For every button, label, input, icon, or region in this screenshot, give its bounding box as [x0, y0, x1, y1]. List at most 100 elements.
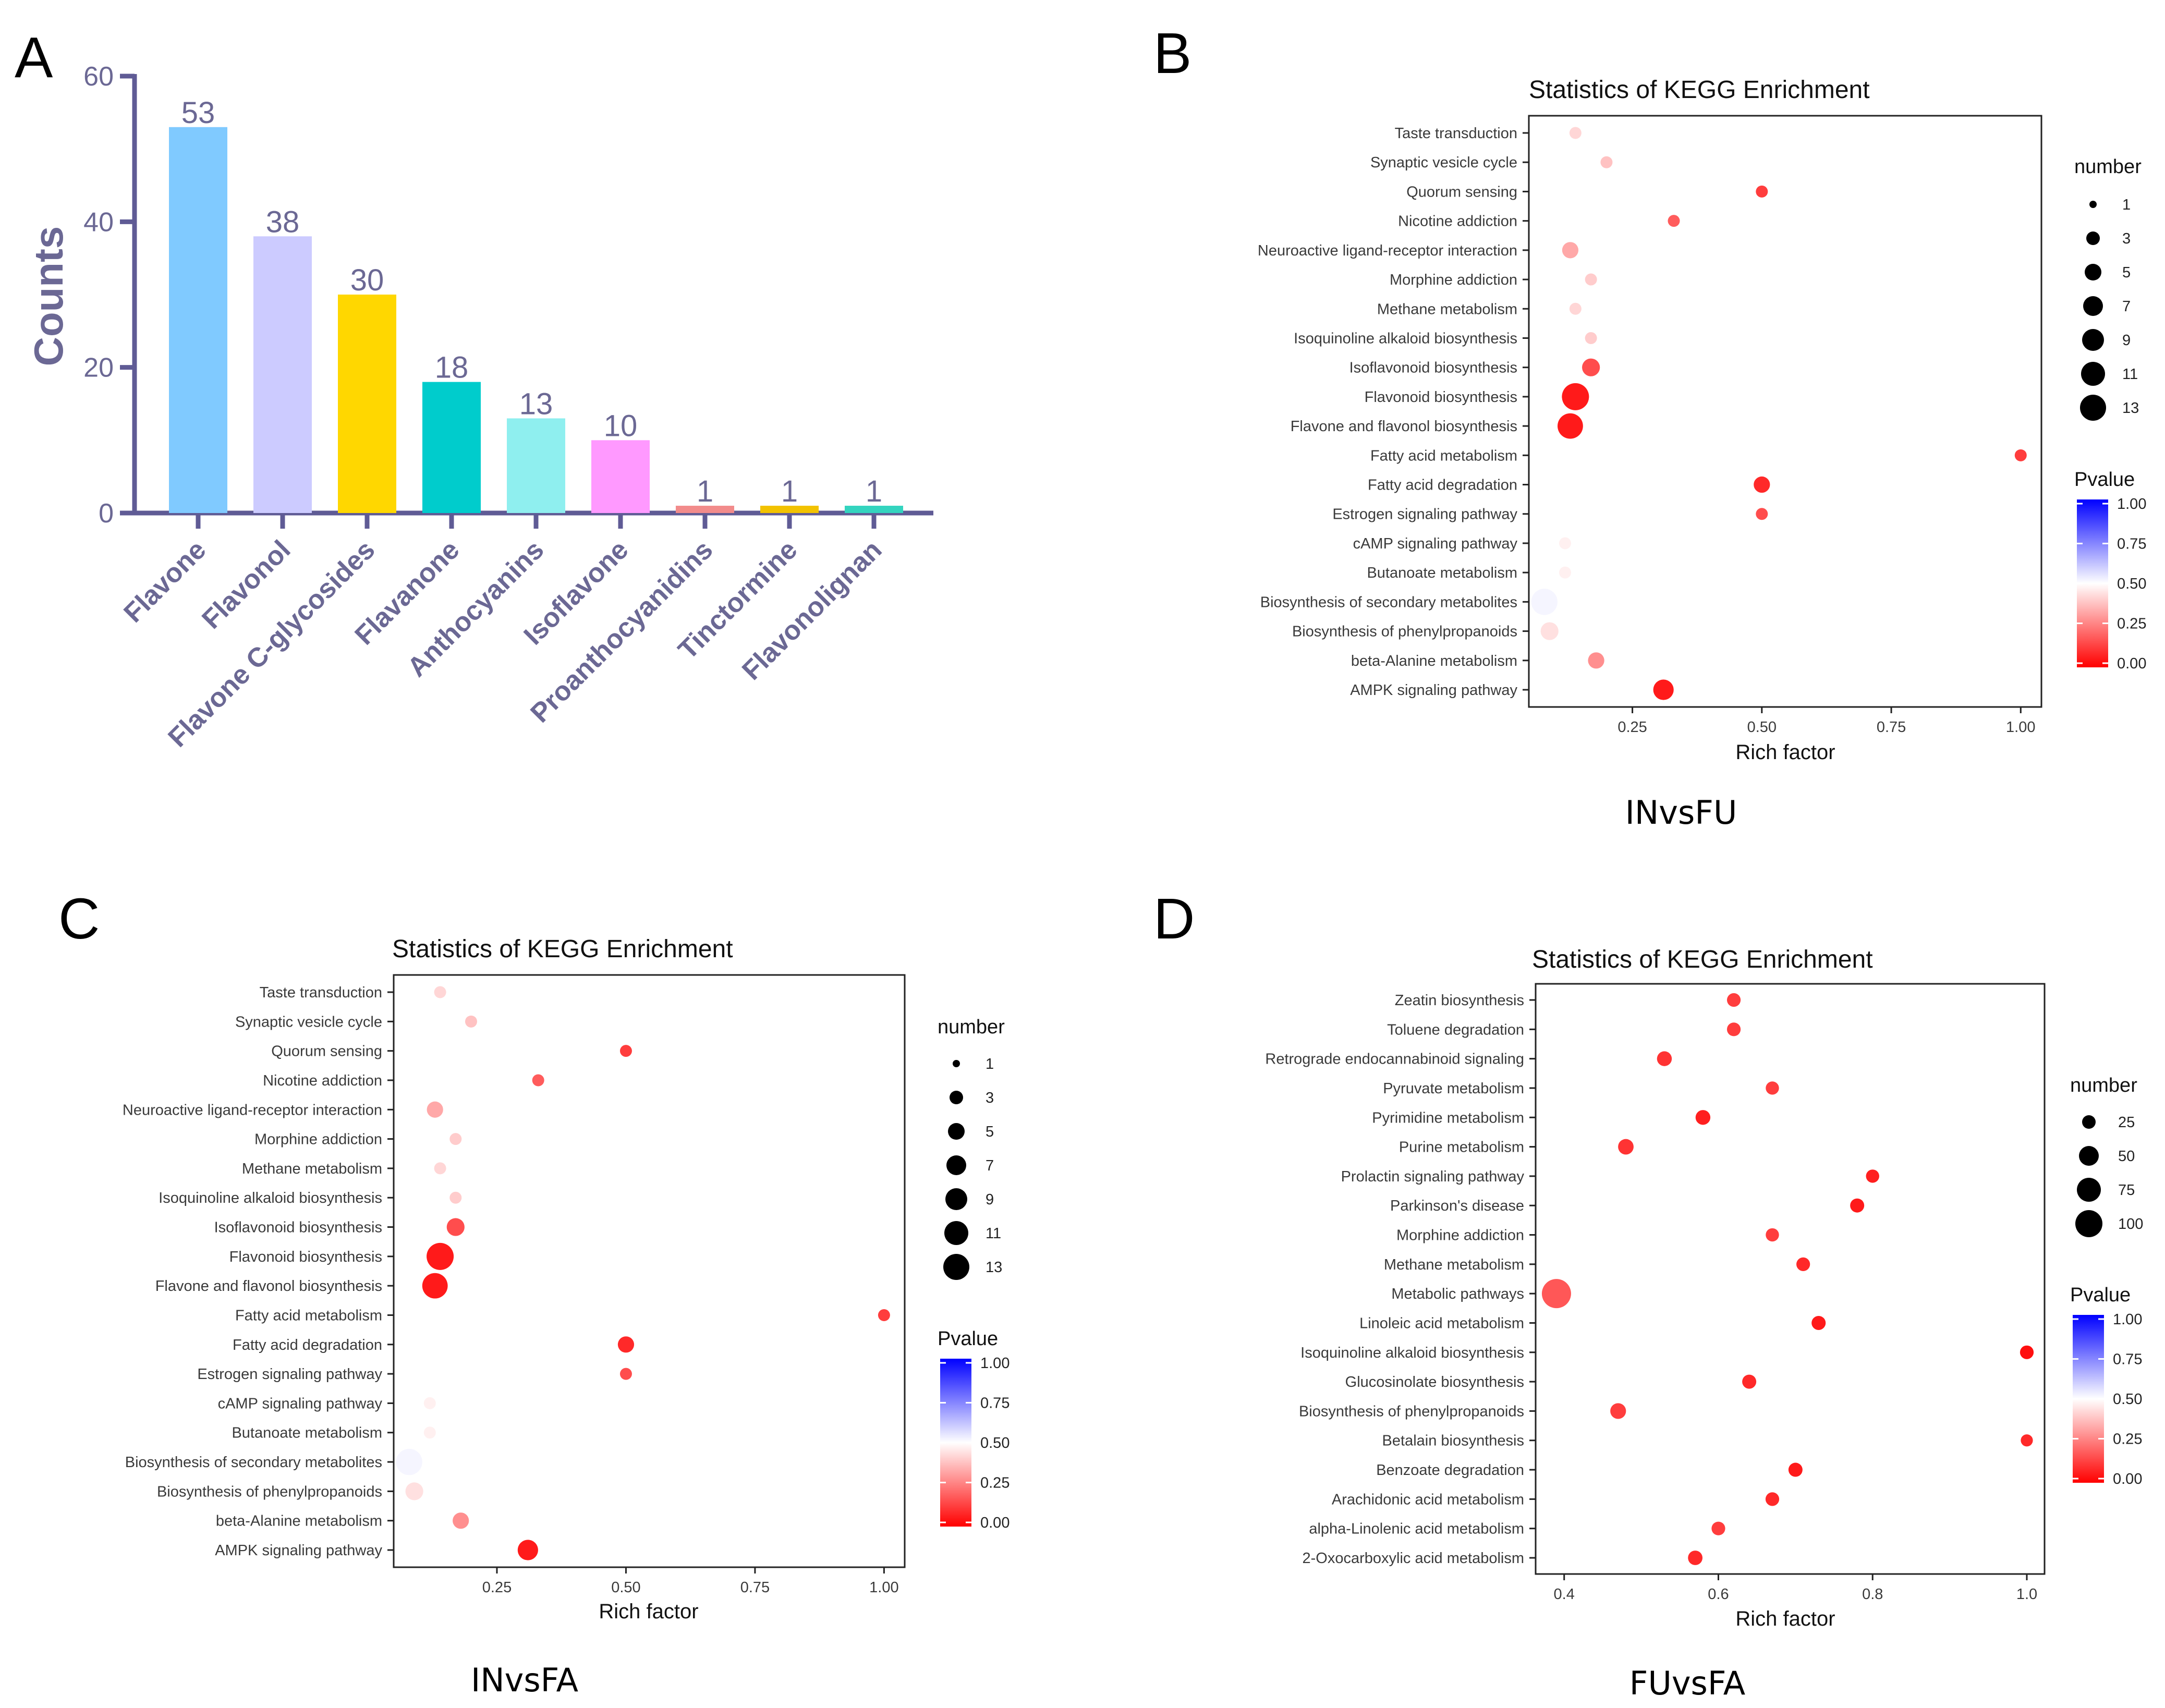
kegg-plot-frame: [393, 974, 906, 1568]
kegg-plot-frame: [1528, 115, 2042, 708]
kegg-category-label: Quorum sensing: [271, 1043, 382, 1060]
panel-caption: INvsFU: [1625, 794, 1737, 832]
kegg-x-tick-label: 1.00: [2006, 719, 2035, 736]
size-legend-label: 5: [986, 1124, 994, 1140]
kegg-category-label: Morphine addiction: [1396, 1227, 1524, 1244]
panel-caption: FUvsFA: [1629, 1664, 1745, 1702]
bar: [338, 295, 396, 513]
kegg-category-label: Synaptic vesicle cycle: [235, 1014, 382, 1030]
kegg-category-label: 2-Oxocarboxylic acid metabolism: [1303, 1550, 1524, 1567]
kegg-category-label: Isoquinoline alkaloid biosynthesis: [1300, 1345, 1524, 1361]
kegg-x-tick-label: 0.75: [1877, 719, 1906, 736]
size-legend: 25 50 75 100: [2075, 1114, 2143, 1237]
size-legend-label: 100: [2118, 1216, 2143, 1233]
size-legend-title: number: [2070, 1075, 2137, 1096]
bar-x-axis: [132, 510, 933, 529]
kegg-point: [2014, 449, 2027, 461]
size-legend-label: 13: [2122, 400, 2139, 417]
kegg-category-label: Prolactin signaling pathway: [1341, 1168, 1525, 1185]
pvalue-legend-label: 0.75: [2117, 536, 2146, 553]
pvalue-legend-ticks: 1.00 0.75 0.50 0.25 0.00: [2077, 496, 2146, 672]
kegg-point: [1866, 1169, 1879, 1183]
pvalue-legend-label: 1.00: [2117, 496, 2146, 513]
kegg-category-label: Pyruvate metabolism: [1383, 1080, 1524, 1097]
kegg-category-label: Toluene degradation: [1387, 1021, 1524, 1038]
kegg-x-tick-label: 0.6: [1708, 1586, 1729, 1603]
kegg-point: [1610, 1403, 1626, 1419]
bar-data-label: 38: [266, 205, 300, 239]
kegg-point: [1850, 1198, 1865, 1213]
pvalue-legend-label: 0.50: [2113, 1391, 2142, 1408]
pvalue-legend-title: Pvalue: [2070, 1284, 2131, 1306]
kegg-category-label: Pyrimidine metabolism: [1372, 1109, 1524, 1126]
pvalue-legend-label: 0.25: [980, 1475, 1009, 1492]
size-legend-label: 13: [986, 1259, 1002, 1276]
kegg-x-axis-label: Rich factor: [1735, 741, 1835, 764]
kegg-category-label: Fatty acid metabolism: [235, 1307, 382, 1324]
size-legend-dot: [2080, 395, 2106, 421]
kegg-point: [1754, 476, 1770, 493]
pvalue-legend-label: 1.00: [2113, 1311, 2142, 1328]
bar-data-label: 1: [866, 474, 882, 508]
kegg-x-tick-label: 0.25: [482, 1579, 512, 1596]
kegg-point: [449, 1191, 462, 1204]
pvalue-legend-label: 0.50: [2117, 576, 2146, 592]
size-legend-label: 9: [2122, 332, 2131, 349]
kegg-category-label: Morphine addiction: [254, 1131, 382, 1148]
kegg-point: [1765, 1492, 1780, 1506]
kegg-point: [1588, 652, 1604, 669]
kegg-point: [453, 1512, 469, 1529]
bar-y-tick-label: 40: [83, 207, 114, 237]
kegg-category-label: Isoflavonoid biosynthesis: [1349, 360, 1517, 376]
kegg-category-labels: Taste transduction Synaptic vesicle cycle…: [123, 984, 394, 1559]
kegg-category-label: Flavonoid biosynthesis: [229, 1249, 382, 1265]
kegg-x-tick-label: 1.0: [2016, 1586, 2037, 1603]
bar-chart-flavonoid-counts: Counts 0 20 40 60 53 38 30 18 13 10 1 1 1 FlavoneFl…: [26, 62, 933, 753]
size-legend-dot: [2083, 296, 2103, 316]
kegg-category-label: Neuroactive ligand-receptor interaction: [1258, 242, 1517, 259]
kegg-category-label: Isoflavonoid biosynthesis: [214, 1219, 382, 1236]
kegg-point: [1766, 1228, 1779, 1242]
kegg-points: [1531, 127, 2027, 700]
kegg-point: [1756, 508, 1768, 520]
size-legend-label: 5: [2122, 264, 2131, 281]
size-legend-label: 7: [986, 1157, 994, 1174]
size-legend-dot: [2075, 1210, 2102, 1237]
kegg-category-label: Purine metabolism: [1399, 1139, 1524, 1156]
kegg-point: [1562, 242, 1579, 259]
kegg-point: [427, 1242, 454, 1270]
kegg-point: [1559, 566, 1572, 579]
kegg-category-label: Nicotine addiction: [263, 1072, 382, 1089]
kegg-point: [517, 1540, 538, 1560]
kegg-point: [1569, 302, 1582, 315]
kegg-category-label: Fatty acid metabolism: [1370, 447, 1517, 464]
bar-data-label: 1: [697, 474, 713, 508]
size-legend-dot: [946, 1155, 966, 1175]
kegg-point: [1811, 1315, 1826, 1330]
kegg-category-label: beta-Alanine metabolism: [1351, 653, 1517, 669]
kegg-point: [1558, 413, 1583, 439]
bar-data-label: 30: [350, 263, 384, 297]
kegg-point: [1695, 1110, 1711, 1125]
size-legend-label: 7: [2122, 298, 2131, 315]
kegg-category-label: Glucosinolate biosynthesis: [1345, 1374, 1524, 1390]
kegg-category-label: Methane metabolism: [1377, 301, 1517, 318]
kegg-category-label: Benzoate degradation: [1376, 1462, 1524, 1479]
kegg-category-label: Zeatin biosynthesis: [1395, 992, 1524, 1009]
kegg-point: [465, 1015, 477, 1028]
pvalue-legend-label: 0.75: [2113, 1351, 2142, 1368]
kegg-point: [1688, 1551, 1703, 1565]
kegg-category-label: Flavonoid biosynthesis: [1365, 389, 1517, 406]
bar: [422, 382, 481, 513]
size-legend-label: 3: [986, 1090, 994, 1106]
size-legend-label: 25: [2118, 1114, 2135, 1131]
size-legend-dot: [944, 1221, 968, 1245]
kegg-point: [1531, 589, 1558, 615]
kegg-point: [449, 1133, 462, 1145]
kegg-category-label: Linoleic acid metabolism: [1359, 1315, 1524, 1332]
kegg-category-label: Parkinson's disease: [1390, 1198, 1524, 1214]
pvalue-legend-label: 0.25: [2113, 1431, 2142, 1448]
kegg-category-label: Fatty acid degradation: [1368, 477, 1517, 494]
